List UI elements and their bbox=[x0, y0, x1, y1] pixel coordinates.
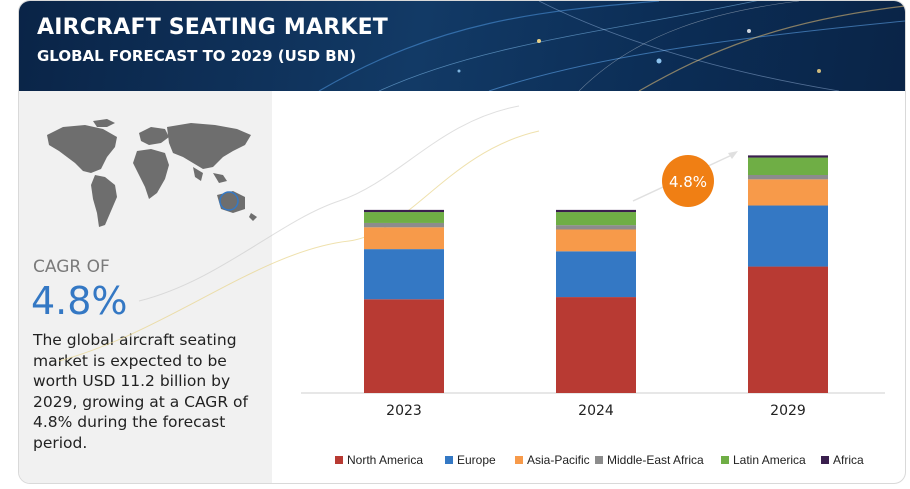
legend-item: Latin America bbox=[721, 453, 806, 467]
bar-segment-2023-africa bbox=[364, 209, 444, 213]
infographic-frame: AIRCRAFT SEATING MARKET GLOBAL FORECAST … bbox=[18, 0, 906, 484]
header-banner: AIRCRAFT SEATING MARKET GLOBAL FORECAST … bbox=[19, 1, 905, 91]
banner-light-trails bbox=[318, 1, 905, 91]
cagr-value: 4.8% bbox=[31, 279, 128, 323]
bar-segment-2024-latin-america bbox=[556, 212, 636, 226]
legend-item: North America bbox=[335, 453, 423, 467]
cagr-label: CAGR OF bbox=[33, 257, 110, 277]
legend-swatch bbox=[515, 456, 523, 464]
bar-segment-2029-middle-east-africa bbox=[748, 175, 828, 180]
growth-badge-label: 4.8% bbox=[669, 173, 707, 191]
growth-badge bbox=[662, 155, 714, 207]
bar-segment-2024-europe bbox=[556, 251, 636, 298]
x-tick-label: 2029 bbox=[770, 403, 806, 419]
legend-item: Asia-Pacific bbox=[515, 453, 590, 467]
decorative-trail bbox=[58, 130, 540, 362]
bar-segment-2023-north-america bbox=[364, 299, 444, 393]
legend-item: Middle-East Africa bbox=[595, 453, 704, 467]
legend-swatch bbox=[595, 456, 603, 464]
growth-arrow-head bbox=[728, 151, 738, 159]
bar-segment-2024-middle-east-africa bbox=[556, 225, 636, 230]
bar-segment-2024-africa bbox=[556, 209, 636, 213]
summary-panel: CAGR OF 4.8% The global aircraft seating… bbox=[19, 91, 272, 483]
page-title: AIRCRAFT SEATING MARKET bbox=[37, 15, 389, 40]
x-tick-label: 2023 bbox=[386, 403, 422, 419]
x-tick-label: 2024 bbox=[578, 403, 614, 419]
stacked-bar-chart: 2023 2024 2029 4.8% North America Europe Asi… bbox=[58, 105, 885, 467]
bar-segment-2029-asia-pacific bbox=[748, 179, 828, 206]
legend-item: Europe bbox=[445, 453, 496, 467]
legend-item: Africa bbox=[821, 453, 864, 467]
bar-segment-2023-europe bbox=[364, 249, 444, 300]
bar-segment-2023-middle-east-africa bbox=[364, 222, 444, 228]
legend-label: Africa bbox=[833, 453, 864, 467]
bar-segment-2024-north-america bbox=[556, 297, 636, 393]
legend-label: Europe bbox=[457, 453, 496, 467]
legend-label: Latin America bbox=[733, 453, 806, 467]
bar-segment-2029-north-america bbox=[748, 266, 828, 393]
bar-segment-2024-asia-pacific bbox=[556, 229, 636, 252]
decorative-trail bbox=[138, 105, 520, 302]
world-map-icon bbox=[47, 119, 257, 227]
legend-swatch bbox=[721, 456, 729, 464]
legend-swatch bbox=[445, 456, 453, 464]
bar-segment-2023-asia-pacific bbox=[364, 227, 444, 250]
bar-segment-2023-latin-america bbox=[364, 212, 444, 223]
market-description: The global aircraft seating market is ex… bbox=[33, 331, 248, 452]
bar-segment-2029-latin-america bbox=[748, 157, 828, 175]
legend-swatch bbox=[335, 456, 343, 464]
page-subtitle: GLOBAL FORECAST TO 2029 (USD BN) bbox=[37, 47, 357, 65]
bar-segment-2029-africa bbox=[748, 155, 828, 158]
legend-swatch bbox=[821, 456, 829, 464]
legend-label: Middle-East Africa bbox=[607, 453, 704, 467]
legend-label: Asia-Pacific bbox=[527, 453, 590, 467]
bar-segment-2029-europe bbox=[748, 205, 828, 267]
legend-label: North America bbox=[347, 453, 423, 467]
